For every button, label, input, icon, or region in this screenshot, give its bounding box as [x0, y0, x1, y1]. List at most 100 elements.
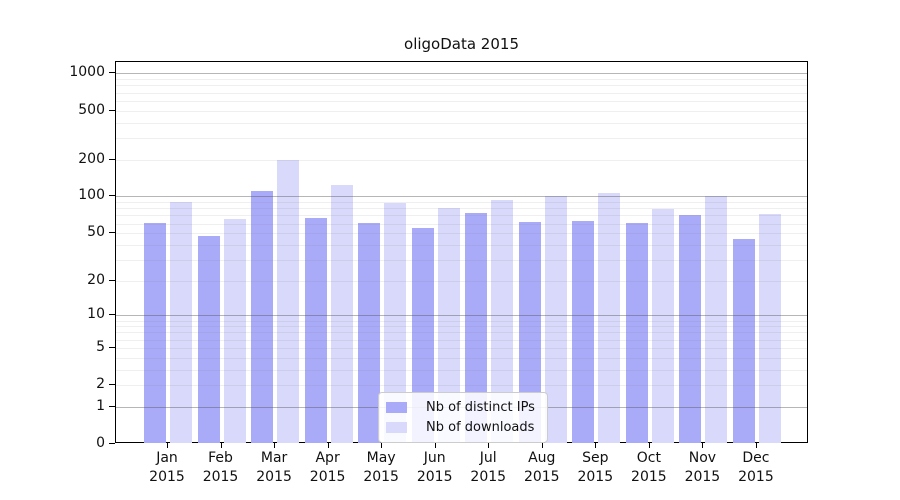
- gridline-3: [116, 369, 807, 371]
- gridline-4: [116, 357, 807, 359]
- gridline-7: [116, 332, 807, 334]
- bar-sep-ips: [572, 220, 595, 443]
- gridline-800: [116, 85, 807, 87]
- x-tick-label-sep: Sep 2015: [577, 450, 614, 485]
- gridline-50: [116, 233, 807, 235]
- x-tick-label-nov: Nov 2015: [684, 450, 721, 485]
- y-tick-label: 2: [96, 376, 105, 393]
- bar-jul-ips: [465, 213, 488, 443]
- bar-apr-downloads: [330, 184, 353, 443]
- x-tick-label-mar: Mar 2015: [256, 450, 292, 485]
- y-tick-label: 1: [96, 397, 105, 414]
- x-tick-label-jul: Jul 2015: [470, 450, 507, 485]
- gridline-700: [116, 92, 807, 94]
- x-tick-mark: [220, 443, 222, 448]
- gridline-9: [116, 320, 807, 322]
- y-tick-label: 5: [96, 338, 105, 355]
- gridline-60: [116, 223, 807, 225]
- bar-mar-ips: [251, 191, 274, 443]
- y-tick-mark: [109, 279, 115, 281]
- x-tick-label-jan: Jan 2015: [149, 450, 185, 485]
- y-tick-mark: [109, 346, 115, 348]
- y-tick-mark: [109, 314, 115, 316]
- gridline-900: [116, 79, 807, 81]
- gridline-80: [116, 208, 807, 210]
- bar-may-ips: [358, 222, 381, 443]
- gridline-600: [116, 100, 807, 102]
- legend-item-distinct-ips: Nb of distinct IPs: [386, 399, 535, 416]
- bar-jun-ips: [411, 228, 434, 443]
- y-tick-mark: [109, 443, 115, 444]
- gridline-500: [116, 110, 807, 112]
- bar-feb-downloads: [223, 219, 246, 443]
- gridline-200: [116, 159, 807, 161]
- gridline-8: [116, 326, 807, 328]
- gridline-100: [116, 196, 807, 198]
- gridline-30: [116, 259, 807, 261]
- x-tick-mark: [702, 443, 704, 448]
- bar-oct-downloads: [651, 208, 674, 443]
- bar-oct-ips: [625, 222, 648, 443]
- bar-feb-ips: [197, 236, 220, 443]
- y-tick-mark: [109, 109, 115, 111]
- y-tick-mark: [109, 232, 115, 234]
- gridline-6: [116, 339, 807, 341]
- gridline-1000: [116, 73, 807, 75]
- x-tick-mark: [274, 443, 276, 448]
- bar-dec-downloads: [758, 213, 781, 443]
- gridline-400: [116, 122, 807, 124]
- bar-mar-downloads: [277, 159, 300, 443]
- legend-item-downloads: Nb of downloads: [386, 419, 535, 436]
- x-tick-mark: [595, 443, 597, 448]
- bar-jul-downloads: [491, 199, 514, 443]
- gridline-90: [116, 202, 807, 204]
- bar-jan-ips: [144, 222, 166, 443]
- legend-swatch-downloads-icon: [386, 422, 407, 433]
- y-tick-mark: [109, 405, 115, 407]
- y-tick-label: 100: [78, 187, 105, 204]
- x-tick-mark: [755, 443, 757, 448]
- gridline-10: [116, 315, 807, 317]
- y-tick-mark: [109, 158, 115, 160]
- x-tick-mark: [167, 443, 168, 448]
- legend: Nb of distinct IPs Nb of downloads: [378, 392, 548, 443]
- x-tick-label-dec: Dec 2015: [738, 450, 774, 485]
- y-tick-label: 20: [87, 271, 105, 288]
- bar-jan-downloads: [170, 202, 192, 443]
- bar-aug-downloads: [544, 195, 567, 443]
- x-tick-mark: [648, 443, 650, 448]
- y-tick-mark: [109, 195, 115, 197]
- x-tick-mark: [434, 443, 436, 448]
- x-tick-mark: [488, 443, 490, 448]
- bar-jun-downloads: [437, 207, 460, 443]
- y-tick-label: 1000: [69, 64, 105, 81]
- x-tick-label-aug: Aug 2015: [523, 450, 560, 485]
- x-tick-mark: [327, 443, 329, 448]
- plot-area: [115, 61, 808, 443]
- y-tick-label: 10: [87, 306, 105, 323]
- x-tick-mark: [541, 443, 543, 448]
- x-tick-label-oct: Oct 2015: [631, 450, 667, 485]
- bar-aug-ips: [518, 221, 541, 443]
- legend-label-downloads: Nb of downloads: [426, 420, 535, 435]
- y-tick-label: 0: [96, 435, 105, 451]
- x-tick-label-feb: Feb 2015: [202, 450, 239, 485]
- bar-nov-ips: [679, 215, 702, 443]
- y-tick-label: 500: [78, 101, 105, 118]
- gridline-20: [116, 280, 807, 282]
- bar-may-downloads: [384, 203, 407, 443]
- legend-swatch-distinct-ips-icon: [386, 402, 407, 413]
- y-tick-label: 200: [78, 150, 105, 167]
- legend-label-distinct-ips: Nb of distinct IPs: [426, 400, 535, 415]
- gridline-2: [116, 385, 807, 387]
- y-tick-label: 50: [87, 224, 105, 241]
- x-tick-label-jun: Jun 2015: [416, 450, 453, 485]
- x-tick-label-apr: Apr 2015: [309, 450, 346, 485]
- chart-title: oligoData 2015: [404, 35, 519, 53]
- bar-sep-downloads: [598, 192, 621, 443]
- x-tick-mark: [381, 443, 383, 448]
- gridline-40: [116, 244, 807, 246]
- y-tick-mark: [109, 72, 115, 74]
- gridline-70: [116, 215, 807, 217]
